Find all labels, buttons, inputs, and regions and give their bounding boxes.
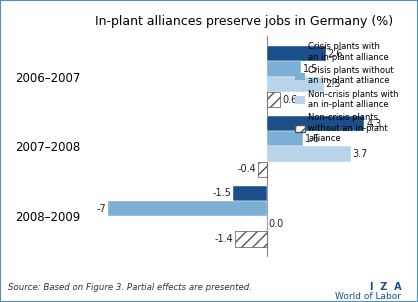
Text: 0.0: 0.0 <box>269 219 284 229</box>
Bar <box>258 162 267 177</box>
Bar <box>267 61 301 77</box>
Text: I  Z  A: I Z A <box>370 282 401 292</box>
Bar <box>267 77 324 92</box>
Bar <box>235 231 267 247</box>
Bar <box>267 46 326 61</box>
Text: World of Labor: World of Labor <box>335 292 401 301</box>
Text: 2.5: 2.5 <box>325 79 341 89</box>
Bar <box>233 185 267 201</box>
Text: -1.5: -1.5 <box>212 188 231 198</box>
Bar <box>267 116 364 131</box>
Text: 4.3: 4.3 <box>366 118 382 129</box>
Legend: Crisis plants with
an in-plant alliance, Crisis plants without
an in-plant atlia: Crisis plants with an in-plant alliance,… <box>295 43 399 143</box>
Bar <box>108 201 267 216</box>
Text: -7: -7 <box>97 204 106 214</box>
Text: 0.6: 0.6 <box>282 95 298 105</box>
Bar <box>267 92 280 107</box>
Title: In-plant alliances preserve jobs in Germany (%): In-plant alliances preserve jobs in Germ… <box>95 15 393 28</box>
Text: 1.5: 1.5 <box>303 64 318 74</box>
Text: Source: Based on Figure 3. Partial effects are presented.: Source: Based on Figure 3. Partial effec… <box>8 283 252 292</box>
Text: 2.6: 2.6 <box>328 49 343 59</box>
Text: -0.4: -0.4 <box>237 164 256 175</box>
Text: 1.6: 1.6 <box>305 134 320 144</box>
Bar <box>267 146 351 162</box>
Text: 3.7: 3.7 <box>353 149 368 159</box>
Text: -1.4: -1.4 <box>214 234 233 244</box>
Bar <box>267 131 303 146</box>
